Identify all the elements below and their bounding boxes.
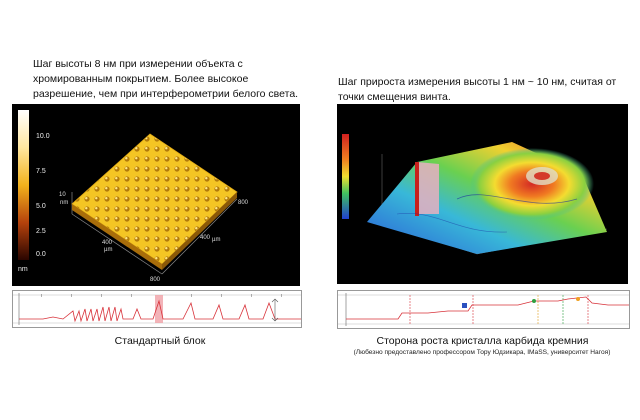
colorbar-tick: 10.0 <box>36 133 50 140</box>
profile-plot <box>13 293 301 325</box>
x-axis-tick: 800 <box>150 277 161 283</box>
z-axis-tick: 10 <box>59 192 66 198</box>
image-credit: (Любезно предоставлено профессором Тору … <box>353 349 611 356</box>
profile-plot <box>338 293 629 326</box>
colorbar-tick: 7.5 <box>36 168 46 175</box>
colorbar <box>342 134 349 219</box>
colorbar <box>18 110 29 260</box>
left-description: Шаг высоты 8 нм при измерении объекта с … <box>33 58 299 100</box>
colorbar-tick: 0.0 <box>36 251 46 258</box>
colorbar-tick: 2.5 <box>36 228 46 235</box>
sic-crystal-surface-render <box>342 134 608 255</box>
right-3d-surface-view <box>337 104 628 284</box>
left-height-profile <box>12 290 302 328</box>
chrome-surface-render: 10.0 7.5 5.0 2.5 0.0 nm 10 nm 400 µm 400… <box>18 110 249 283</box>
textured-surface <box>71 133 238 265</box>
y-axis-tick: 400 <box>200 235 211 241</box>
right-caption: Сторона роста кристалла карбида кремния <box>376 335 589 347</box>
left-3d-surface-view: 10.0 7.5 5.0 2.5 0.0 nm 10 nm 400 µm 400… <box>12 104 300 286</box>
right-description: Шаг прироста измерения высоты 1 нм ~ 10 … <box>338 76 617 103</box>
y-axis-unit: µm <box>212 237 220 243</box>
z-axis-unit: nm <box>60 200 68 206</box>
colorbar-unit: nm <box>18 266 28 273</box>
x-axis-tick: 400 <box>102 240 113 246</box>
x-axis-unit: µm <box>104 247 112 253</box>
left-caption: Стандартный блок <box>114 335 206 347</box>
right-height-profile <box>337 290 630 329</box>
colorbar-tick: 5.0 <box>36 203 46 210</box>
growth-spiral <box>470 148 594 220</box>
y-axis-tick: 800 <box>238 200 249 206</box>
